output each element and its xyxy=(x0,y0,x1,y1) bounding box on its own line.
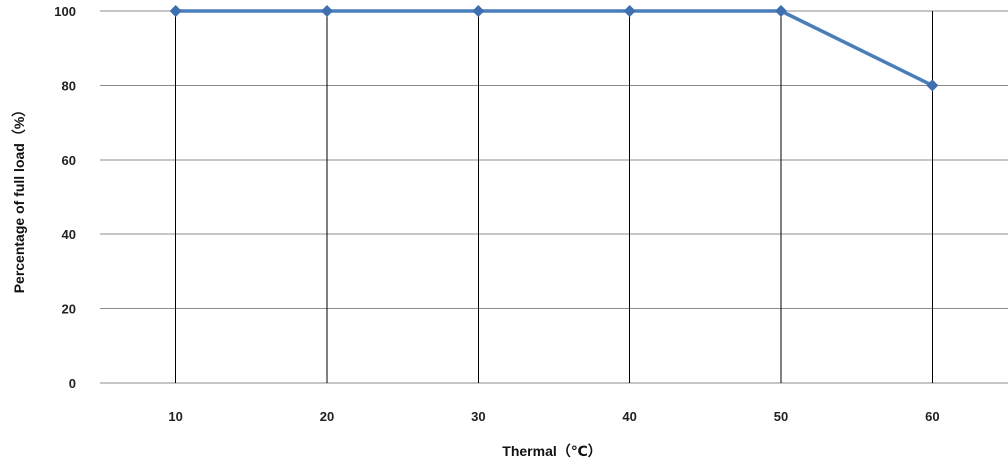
x-tick-label: 20 xyxy=(320,409,334,424)
y-tick-label: 100 xyxy=(54,4,76,19)
y-tick-label: 60 xyxy=(62,153,76,168)
series-group xyxy=(169,5,939,92)
y-tick-label: 40 xyxy=(62,227,76,242)
x-tick-label: 50 xyxy=(774,409,788,424)
data-point-marker xyxy=(169,5,182,17)
x-tick-label: 10 xyxy=(168,409,182,424)
data-point-marker xyxy=(775,5,787,17)
x-tick-labels: 10 20 30 40 50 60 xyxy=(168,409,939,424)
y-tick-labels: 0 20 40 60 80 100 xyxy=(54,4,76,391)
x-tick-label: 30 xyxy=(471,409,485,424)
vertical-gridlines xyxy=(175,11,933,383)
data-point-marker xyxy=(623,5,636,17)
data-point-marker xyxy=(472,5,485,17)
x-tick-label: 60 xyxy=(925,409,939,424)
y-tick-label: 20 xyxy=(62,302,76,317)
y-tick-label: 0 xyxy=(69,376,76,391)
x-axis-title: Thermal（℃） xyxy=(502,443,601,459)
y-tick-label: 80 xyxy=(62,78,76,93)
x-tick-label: 40 xyxy=(622,409,636,424)
y-axis-title: Percentage of full load（%） xyxy=(11,103,27,294)
data-point-marker xyxy=(321,5,333,17)
data-point-marker xyxy=(926,79,939,92)
horizontal-gridlines xyxy=(100,10,1008,384)
series-line xyxy=(175,9,934,87)
